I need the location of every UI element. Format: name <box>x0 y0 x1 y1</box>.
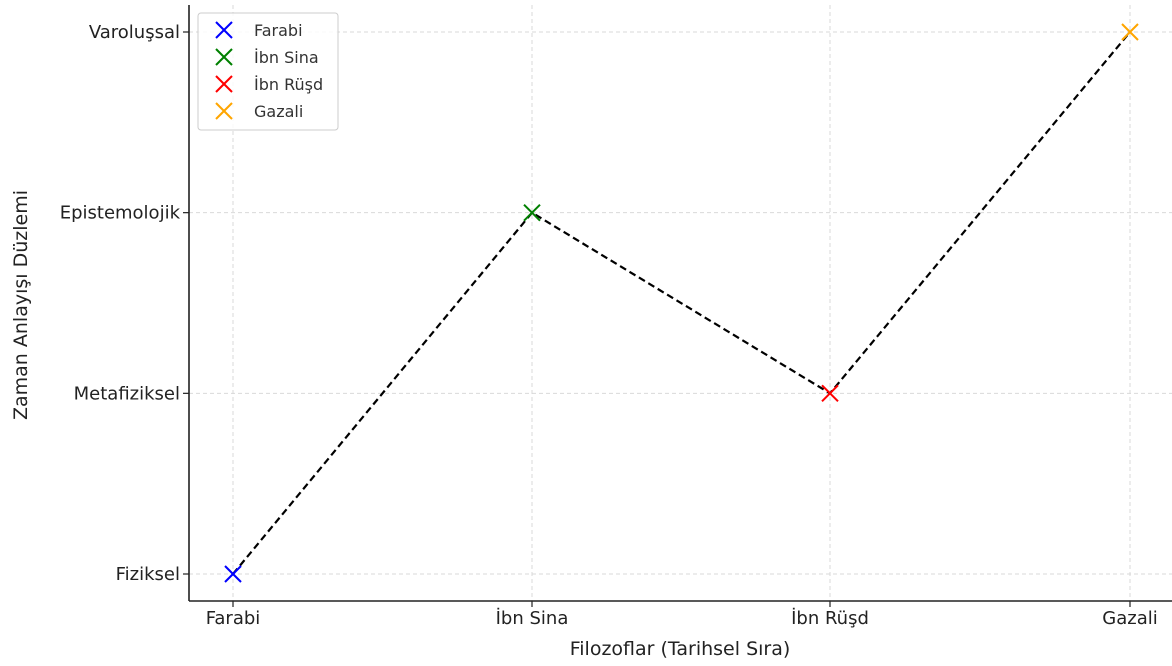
legend-entry-label: İbn Rüşd <box>254 75 323 94</box>
series <box>224 23 1139 583</box>
legend-entry-label: Gazali <box>254 102 303 121</box>
legend-marker <box>215 48 233 66</box>
data-point-marker <box>523 203 541 222</box>
x-tick-label: İbn Rüşd <box>791 608 869 629</box>
legend-marker <box>215 21 233 39</box>
x-tick-label: İbn Sina <box>496 608 569 629</box>
data-point-marker <box>1121 23 1139 41</box>
axes <box>188 5 1172 602</box>
legend-marker <box>215 102 233 120</box>
legend-entry-label: İbn Sina <box>254 48 319 67</box>
grid-lines <box>189 5 1172 601</box>
data-point-marker <box>821 384 839 403</box>
legend-entry-label: Farabi <box>254 21 303 40</box>
tick-labels: Farabi İbn Sina İbn Rüşd Gazali Fiziksel Meta… <box>60 22 1158 629</box>
y-tick-label: Metafiziksel <box>74 383 180 404</box>
legend: Farabi İbn Sina İbn Rüşd Gazali <box>197 12 339 131</box>
x-axis-label: Filozoflar (Tarihsel Sıra) <box>570 638 791 660</box>
y-tick-label: Varoluşsal <box>89 22 180 43</box>
y-tick-label: Epistemolojik <box>60 203 181 224</box>
legend-box <box>197 12 339 131</box>
x-tick-label: Gazali <box>1102 608 1157 629</box>
legend-marker <box>215 75 233 93</box>
x-tick-label: Farabi <box>206 608 261 629</box>
data-point-marker <box>224 565 242 583</box>
y-tick-label: Fiziksel <box>116 564 180 585</box>
y-axis-label: Zaman Anlayışı Düzlemi <box>10 190 32 420</box>
series-line <box>232 31 1131 575</box>
